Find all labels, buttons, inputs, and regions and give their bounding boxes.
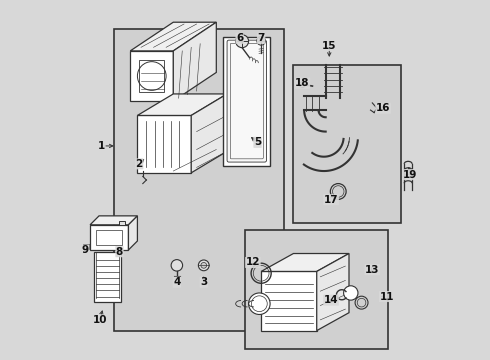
Bar xyxy=(294,65,401,223)
Text: 5: 5 xyxy=(254,138,261,147)
Bar xyxy=(83,244,89,249)
Circle shape xyxy=(248,293,270,315)
Circle shape xyxy=(171,260,183,271)
Text: 17: 17 xyxy=(324,195,339,205)
Polygon shape xyxy=(261,271,317,330)
Polygon shape xyxy=(94,252,122,302)
Polygon shape xyxy=(223,37,270,166)
Polygon shape xyxy=(173,22,216,101)
Text: 9: 9 xyxy=(82,245,89,255)
Text: 2: 2 xyxy=(136,159,143,169)
Text: 11: 11 xyxy=(379,292,394,302)
Text: 13: 13 xyxy=(365,265,380,275)
Bar xyxy=(245,230,389,348)
Polygon shape xyxy=(130,51,173,101)
Text: 4: 4 xyxy=(173,277,180,287)
Circle shape xyxy=(198,260,209,271)
Polygon shape xyxy=(90,225,128,250)
Text: 1: 1 xyxy=(98,141,105,151)
Polygon shape xyxy=(191,94,227,173)
FancyBboxPatch shape xyxy=(227,40,267,162)
Text: 12: 12 xyxy=(245,257,260,267)
Polygon shape xyxy=(137,116,191,173)
Text: 6: 6 xyxy=(236,33,243,43)
Text: 15: 15 xyxy=(322,41,337,50)
Bar xyxy=(119,221,125,225)
Text: 7: 7 xyxy=(257,33,265,43)
Circle shape xyxy=(236,35,248,48)
Text: 3: 3 xyxy=(200,277,207,287)
Text: 16: 16 xyxy=(376,103,391,113)
Text: 14: 14 xyxy=(324,295,339,305)
Text: 18: 18 xyxy=(295,78,310,88)
Polygon shape xyxy=(317,253,349,330)
Text: 8: 8 xyxy=(116,247,123,257)
Polygon shape xyxy=(128,216,137,250)
Polygon shape xyxy=(130,22,216,51)
Polygon shape xyxy=(137,94,227,116)
Circle shape xyxy=(257,37,266,45)
Circle shape xyxy=(201,262,207,268)
Polygon shape xyxy=(261,253,349,271)
Circle shape xyxy=(343,286,358,300)
Text: 10: 10 xyxy=(93,315,107,325)
Polygon shape xyxy=(90,216,137,225)
Circle shape xyxy=(299,82,305,87)
Text: 19: 19 xyxy=(403,170,417,180)
Bar xyxy=(114,30,285,330)
